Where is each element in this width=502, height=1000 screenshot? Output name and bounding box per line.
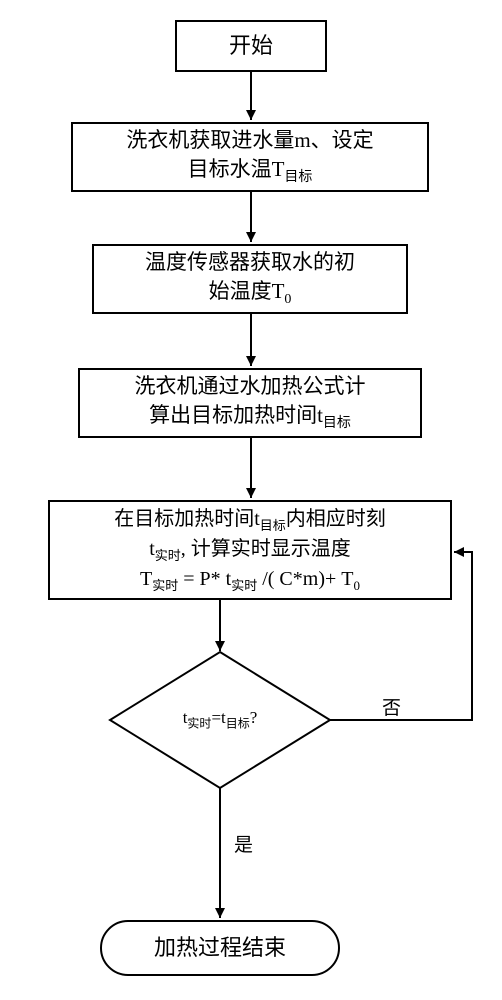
node-step2: 温度传感器获取水的初始温度T0 — [92, 244, 408, 314]
node-step3-label: 洗衣机通过水加热公式计算出目标加热时间t目标 — [135, 372, 366, 434]
flowchart-canvas: 开始 洗衣机获取进水量m、设定目标水温T目标 温度传感器获取水的初始温度T0 洗… — [0, 0, 502, 1000]
node-start-label: 开始 — [229, 31, 273, 62]
branch-label-yes: 是 — [234, 830, 253, 857]
node-step1-label: 洗衣机获取进水量m、设定目标水温T目标 — [126, 126, 373, 188]
node-step4-label: 在目标加热时间t目标内相应时刻t实时, 计算实时显示温度T实时 = P* t实时… — [114, 505, 386, 596]
node-start: 开始 — [175, 20, 327, 72]
node-decision-label: t实时=t目标? — [130, 702, 310, 738]
node-step4: 在目标加热时间t目标内相应时刻t实时, 计算实时显示温度T实时 = P* t实时… — [48, 500, 452, 600]
node-end-label: 加热过程结束 — [154, 933, 286, 964]
branch-label-no: 否 — [382, 693, 401, 720]
node-end: 加热过程结束 — [100, 920, 340, 976]
node-step1: 洗衣机获取进水量m、设定目标水温T目标 — [71, 122, 429, 192]
node-step2-label: 温度传感器获取水的初始温度T0 — [145, 248, 355, 310]
node-step3: 洗衣机通过水加热公式计算出目标加热时间t目标 — [78, 368, 422, 438]
